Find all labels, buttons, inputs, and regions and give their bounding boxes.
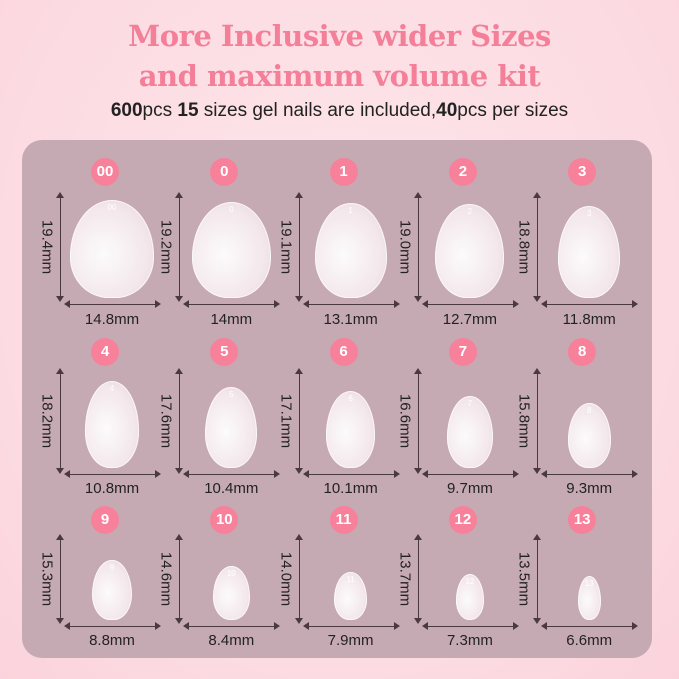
nail-tip: 3 — [558, 205, 621, 298]
size-badge: 2 — [448, 158, 477, 186]
width-dimension-line — [421, 470, 519, 478]
subtitle-text: pcs — [142, 100, 178, 121]
length-dimension-line — [533, 368, 542, 474]
length-label: 15.3mm — [38, 551, 56, 607]
width-dimension-line — [302, 300, 400, 308]
per-size-count: 40 — [436, 100, 458, 121]
nail-tip: 4 — [84, 381, 140, 468]
headline-line-2: and maximum volume kit — [138, 59, 541, 93]
size-badge: 7 — [448, 338, 477, 366]
length-label: 14.0mm — [277, 551, 295, 607]
width-label: 9.7mm — [446, 480, 493, 497]
size-badge: 9 — [91, 506, 119, 534]
width-label: 11.8mm — [562, 311, 616, 328]
size-badge: 13 — [568, 506, 597, 534]
subtitle-text: sizes gel nails are included, — [198, 100, 437, 121]
width-label: 10.1mm — [323, 480, 378, 497]
width-dimension-line — [541, 300, 639, 308]
width-dimension-line — [183, 470, 281, 478]
length-label: 19.1mm — [277, 219, 295, 275]
length-label: 19.4mm — [38, 219, 56, 275]
length-dimension-line — [56, 534, 64, 624]
size-badge: 12 — [448, 506, 477, 534]
nail-tip: 00 — [69, 200, 155, 298]
width-label: 14mm — [210, 311, 253, 328]
length-dimension-line — [175, 534, 184, 624]
length-dimension-line — [175, 192, 184, 302]
length-label: 13.5mm — [515, 551, 533, 607]
width-label: 6.6mm — [566, 632, 613, 649]
width-label: 13.1mm — [323, 311, 378, 328]
headline-line-1: More Inclusive wider Sizes — [128, 19, 551, 53]
length-label: 18.8mm — [515, 219, 533, 275]
length-label: 19.2mm — [157, 219, 175, 275]
size-badge: 8 — [568, 338, 597, 366]
width-label: 10.8mm — [84, 480, 140, 497]
nail-tip: 11 — [334, 571, 367, 620]
width-dimension-line — [541, 622, 639, 630]
width-dimension-line — [421, 300, 519, 308]
nail-tip: 2 — [435, 204, 505, 298]
subtitle-text: pcs per sizes — [457, 100, 569, 121]
nail-tip: 0 — [191, 202, 271, 298]
nail-tip: 6 — [325, 391, 376, 468]
length-dimension-line — [533, 534, 542, 624]
width-label: 7.3mm — [446, 632, 493, 649]
length-dimension-line — [294, 192, 303, 302]
size-badge: 4 — [91, 338, 119, 366]
width-dimension-line — [64, 300, 161, 308]
nail-tip: 9 — [92, 559, 132, 620]
length-dimension-line — [56, 368, 64, 474]
width-dimension-line — [541, 470, 639, 478]
nail-tip: 13 — [577, 576, 601, 620]
length-dimension-line — [413, 534, 422, 624]
width-label: 9.3mm — [566, 480, 613, 497]
nail-tip: 7 — [446, 395, 494, 468]
subtitle: 600pcs 15 sizes gel nails are included,4… — [0, 100, 679, 122]
size-badge: 1 — [329, 158, 358, 186]
size-badge: 00 — [91, 158, 119, 186]
nail-tip: 8 — [567, 403, 611, 468]
length-dimension-line — [413, 368, 422, 474]
width-label: 12.7mm — [442, 311, 497, 328]
length-dimension-line — [56, 192, 64, 302]
length-dimension-line — [294, 368, 303, 474]
size-badge: 6 — [329, 338, 358, 366]
length-label: 17.6mm — [157, 393, 175, 449]
width-dimension-line — [421, 622, 519, 630]
nail-tip: 12 — [455, 574, 484, 620]
size-badge: 11 — [329, 506, 358, 534]
width-label: 7.9mm — [327, 632, 374, 649]
length-dimension-line — [175, 368, 184, 474]
width-dimension-line — [64, 470, 161, 478]
width-dimension-line — [302, 470, 400, 478]
length-label: 18.2mm — [38, 393, 56, 449]
nail-tip: 5 — [205, 386, 258, 468]
length-label: 15.8mm — [515, 393, 533, 449]
size-badge: 10 — [210, 506, 239, 534]
length-dimension-line — [294, 534, 303, 624]
size-count: 15 — [177, 100, 199, 121]
width-label: 14.8mm — [84, 311, 140, 328]
length-label: 13.7mm — [396, 551, 414, 607]
length-label: 14.6mm — [157, 551, 175, 607]
width-dimension-line — [183, 622, 281, 630]
total-count: 600 — [110, 100, 143, 121]
length-label: 16.6mm — [396, 393, 414, 449]
width-dimension-line — [183, 300, 281, 308]
width-label: 10.4mm — [204, 480, 259, 497]
size-badge: 3 — [568, 158, 597, 186]
width-dimension-line — [64, 622, 161, 630]
length-label: 17.1mm — [277, 393, 295, 449]
size-badge: 5 — [210, 338, 239, 366]
nail-tip: 10 — [213, 566, 250, 620]
length-label: 19.0mm — [396, 219, 414, 275]
length-dimension-line — [413, 192, 422, 302]
width-label: 8.4mm — [208, 632, 255, 649]
width-label: 8.8mm — [89, 632, 135, 649]
nail-tip: 1 — [314, 203, 387, 298]
length-dimension-line — [533, 192, 542, 302]
width-dimension-line — [302, 622, 400, 630]
size-badge: 0 — [210, 158, 239, 186]
